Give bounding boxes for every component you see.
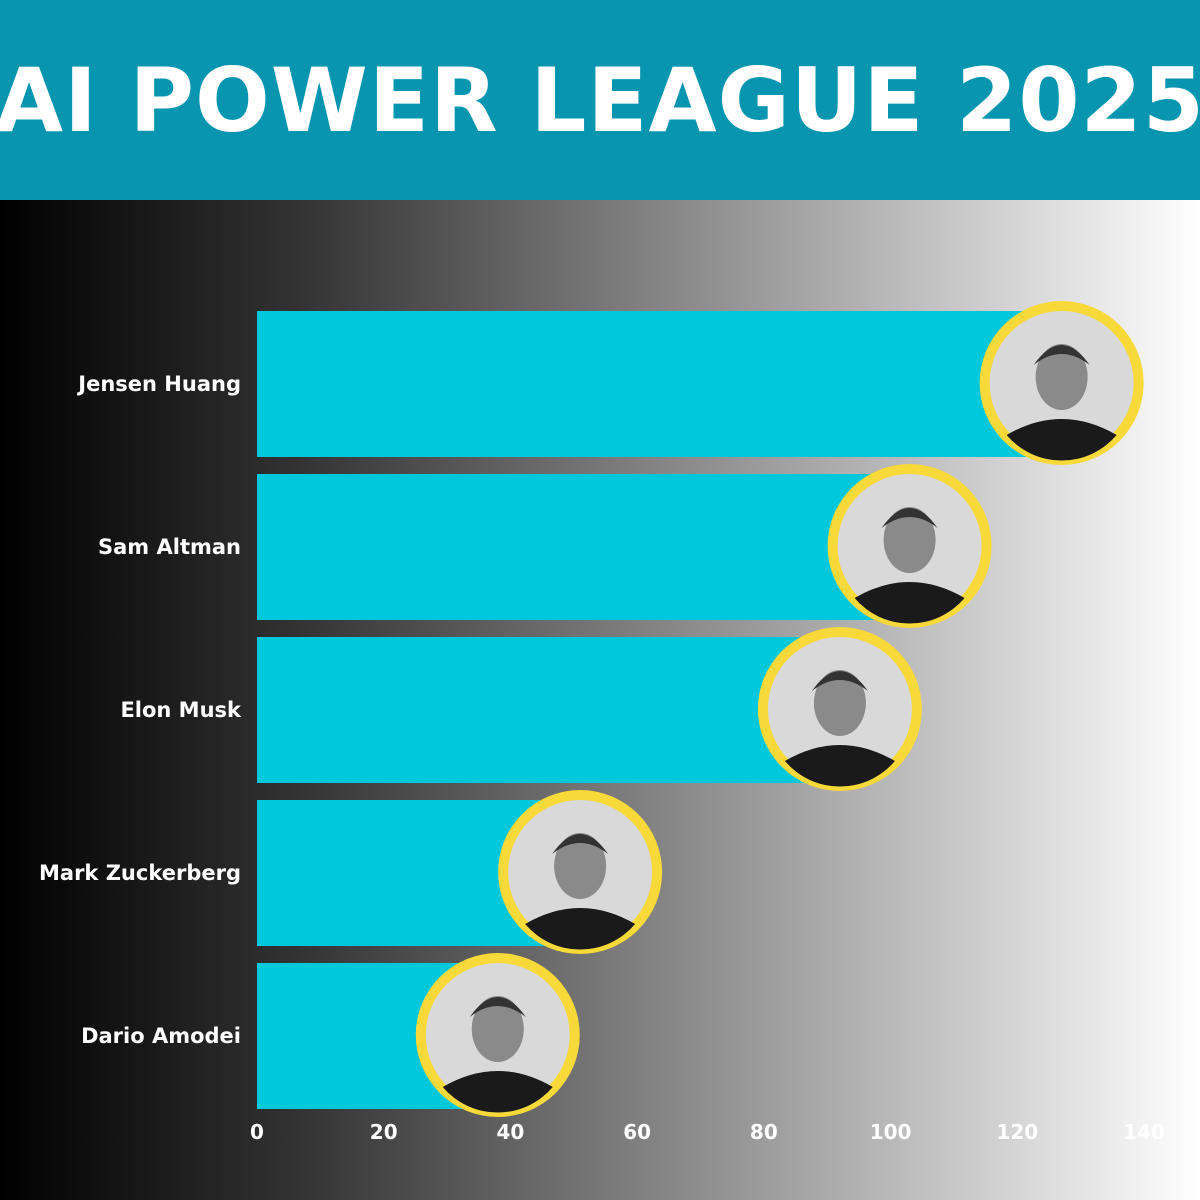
x-tick-label: 120	[996, 1120, 1038, 1144]
avatar-face	[883, 507, 936, 573]
avatar-face	[1035, 344, 1088, 410]
x-tick-label: 0	[250, 1120, 264, 1144]
bar	[257, 637, 840, 783]
avatar-face	[471, 996, 524, 1062]
category-label: Mark Zuckerberg	[39, 861, 241, 885]
bar	[257, 311, 1062, 457]
header-banner: AI POWER LEAGUE 2025	[0, 0, 1200, 200]
avatar-shoulders	[525, 908, 636, 950]
avatar-hair	[881, 508, 938, 528]
avatar-shoulders	[854, 582, 965, 624]
x-tick-label: 40	[497, 1120, 525, 1144]
category-label: Dario Amodei	[81, 1024, 241, 1048]
category-label: Jensen Huang	[76, 372, 241, 396]
x-tick-label: 80	[750, 1120, 778, 1144]
avatar-hair	[469, 997, 526, 1017]
avatar-hair	[1033, 345, 1090, 365]
avatar-shoulders	[784, 745, 895, 787]
avatar-shoulders	[442, 1071, 553, 1113]
x-tick-label: 140	[1123, 1120, 1165, 1144]
bar	[257, 474, 910, 620]
avatar-hair	[552, 834, 609, 854]
chart-title: AI POWER LEAGUE 2025	[0, 48, 1200, 152]
bar	[257, 800, 581, 946]
x-tick-label: 60	[623, 1120, 651, 1144]
category-label: Elon Musk	[120, 698, 242, 722]
x-tick-label: 20	[370, 1120, 398, 1144]
category-label: Sam Altman	[98, 535, 241, 559]
avatar-face	[813, 670, 866, 736]
avatar-face	[554, 833, 607, 899]
x-tick-label: 100	[870, 1120, 912, 1144]
avatar-shoulders	[1006, 419, 1117, 461]
avatar-hair	[811, 671, 868, 691]
